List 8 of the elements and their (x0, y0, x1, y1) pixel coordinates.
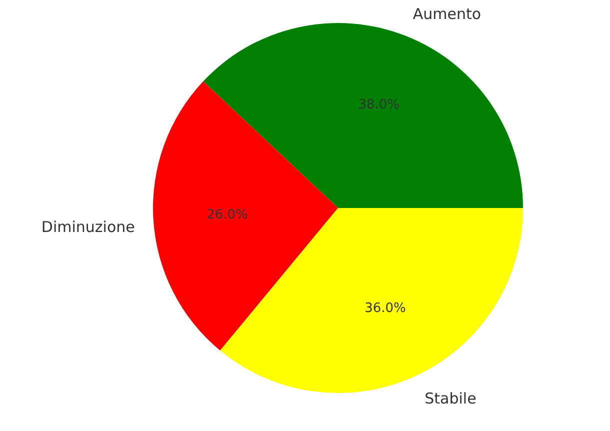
data-label: 26.0% (206, 207, 248, 222)
pie-slice (153, 81, 338, 351)
slice-label: Stabile (424, 389, 476, 408)
pie-slice (203, 23, 523, 208)
data-label: 38.0% (358, 97, 400, 112)
slice-label: Aumento (412, 4, 482, 23)
data-label: 36.0% (364, 300, 406, 316)
slice-label: Diminuzione (41, 218, 135, 236)
